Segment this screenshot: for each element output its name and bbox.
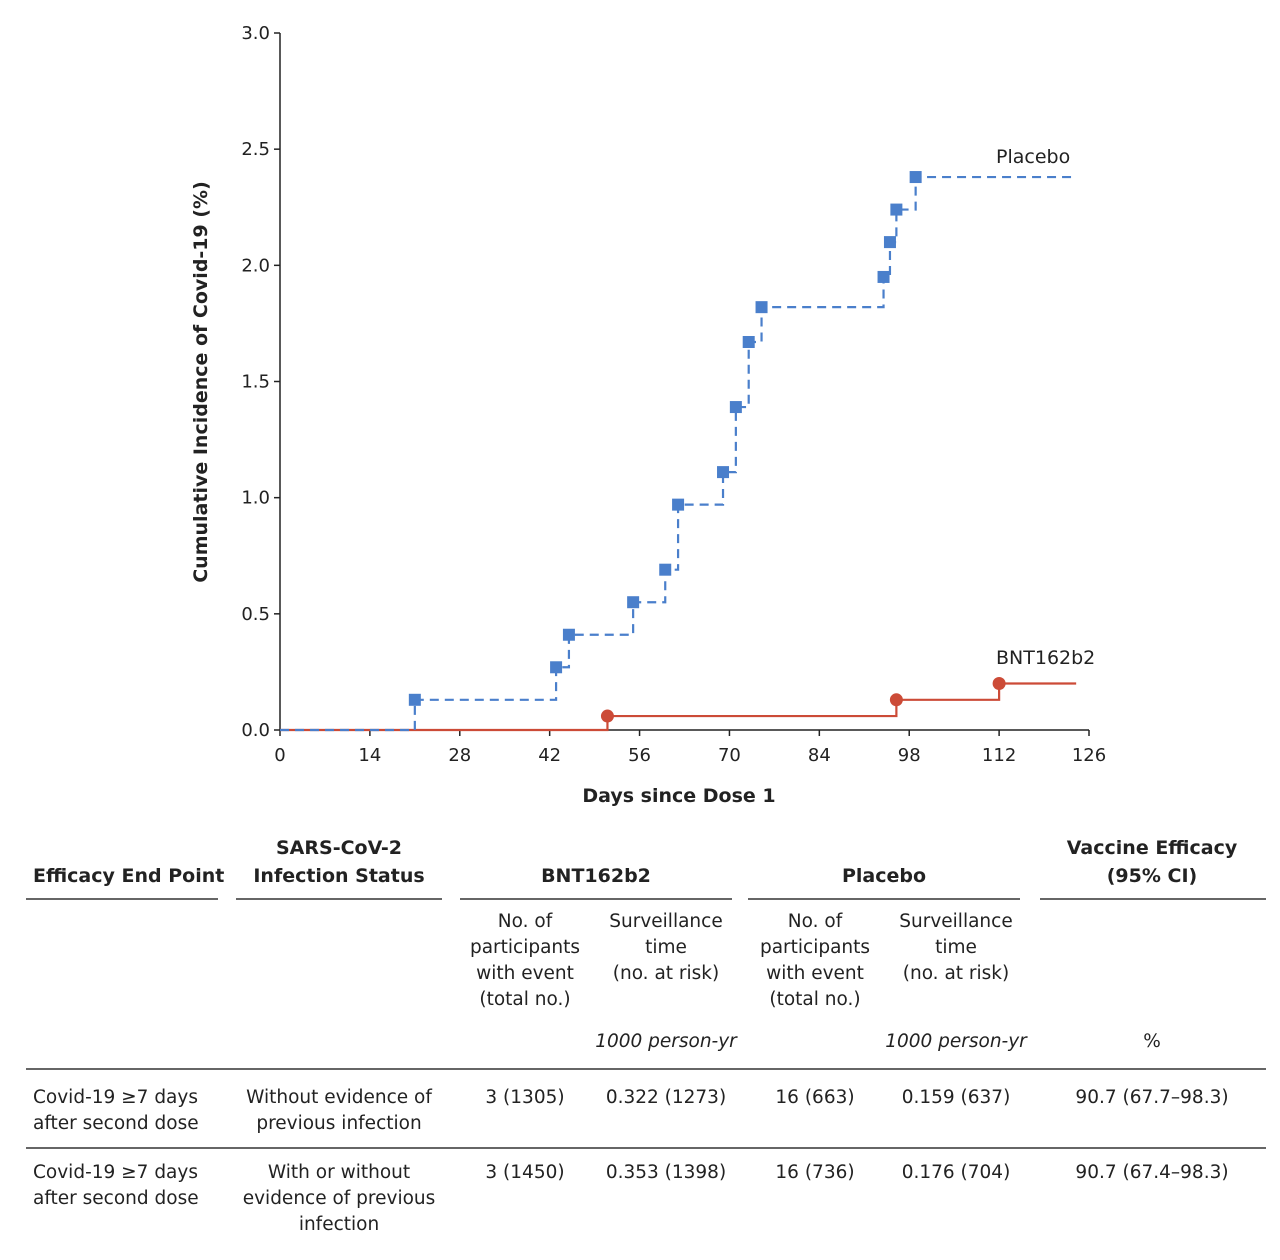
unit-ve: % [1143,1031,1161,1052]
row-bnt-n: 3 (1450) [485,1162,565,1183]
y-tick-label: 2.0 [241,255,270,276]
x-axis-label: Days since Dose 1 [582,785,775,807]
legend-label-placebo: Placebo [996,146,1070,168]
data-point-placebo [672,498,685,511]
data-point-placebo [877,270,890,283]
y-tick-label: 2.5 [241,139,270,160]
data-point-bnt162b2 [600,709,614,723]
data-point-placebo [659,563,672,576]
x-tick-label: 56 [628,745,651,766]
row-status: With or without evidence of previous inf… [242,1162,436,1235]
row-pl-n: 16 (736) [775,1162,855,1183]
data-point-bnt162b2 [889,693,903,707]
legend-label-bnt162b2: BNT162b2 [996,647,1095,669]
row-ve: 90.7 (67.4–98.3) [1075,1162,1229,1183]
x-tick-label: 42 [538,745,561,766]
x-tick-label: 70 [718,745,741,766]
header-bnt: BNT162b2 [541,865,651,887]
data-point-placebo [627,596,640,609]
y-tick-label: 3.0 [241,23,270,44]
y-tick-label: 1.0 [241,488,270,509]
unit-bnt-time: 1000 person-yr [595,1031,737,1052]
row-status: Without evidence of previous infection [246,1087,432,1134]
data-point-placebo [909,171,922,184]
x-tick-label: 98 [898,745,921,766]
sub-bnt-participants: No. of participants with event (total no… [469,911,581,1010]
data-point-placebo [755,301,768,314]
series-line-placebo [280,175,1077,732]
data-point-placebo [729,401,742,414]
sub-bnt-surveillance: Surveillance time (no. at risk) [609,911,723,984]
series-line-bnt162b2 [280,682,1077,732]
incidence-chart: 0 14 28 42 56 70 84 98 112 126 0.0 0.5 1.0 1.5 2.0 2.5 3… [190,23,1106,807]
row-pl-t: 0.159 (637) [901,1087,1011,1108]
unit-placebo-time: 1000 person-yr [885,1031,1027,1052]
row-bnt-t: 0.353 (1398) [605,1162,727,1183]
row-bnt-t: 0.322 (1273) [605,1087,727,1108]
data-point-placebo [550,661,563,674]
data-point-bnt162b2 [992,677,1006,691]
header-placebo: Placebo [841,865,927,887]
header-endpoint: Efficacy End Point [33,865,225,887]
row-pl-n: 16 (663) [775,1087,855,1108]
data-point-placebo [890,203,903,216]
data-point-placebo [717,466,730,479]
x-tick-label: 14 [358,745,381,766]
row-pl-t: 0.176 (704) [901,1162,1011,1183]
data-point-placebo [742,336,755,349]
row-bnt-n: 3 (1305) [485,1087,565,1108]
header-ve: Vaccine Efficacy (95% CI) [1066,837,1238,887]
sub-placebo-surveillance: Surveillance time (no. at risk) [899,911,1013,984]
row-endpoint: Covid-19 ≥7 days after second dose [33,1162,199,1209]
y-tick-label: 1.5 [241,372,270,393]
x-tick-label: 0 [274,745,285,766]
x-tick-label: 112 [982,745,1016,766]
sub-placebo-participants: No. of participants with event (total no… [759,911,871,1010]
row-endpoint: Covid-19 ≥7 days after second dose [33,1087,199,1134]
data-point-placebo [408,693,421,706]
x-tick-label: 28 [448,745,471,766]
y-tick-label: 0.0 [241,720,270,741]
data-point-placebo [883,236,896,249]
x-tick-label: 84 [808,745,831,766]
row-ve: 90.7 (67.7–98.3) [1075,1087,1229,1108]
data-point-placebo [562,628,575,641]
header-status: SARS-CoV-2 Infection Status [253,837,425,887]
y-tick-label: 0.5 [241,604,270,625]
y-axis-label: Cumulative Incidence of Covid-19 (%) [190,181,212,583]
x-tick-label: 126 [1072,745,1106,766]
